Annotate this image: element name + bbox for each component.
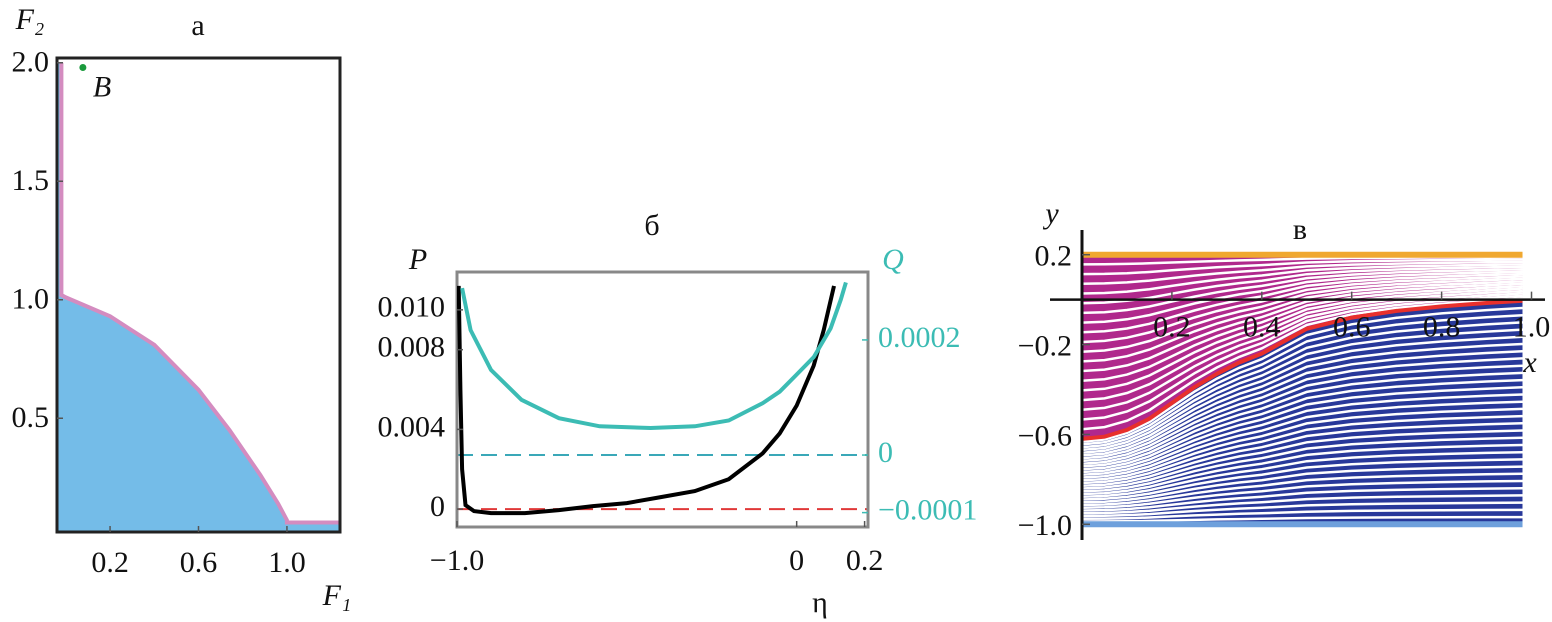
- chart-title: в: [1293, 213, 1307, 246]
- y-tick-label: 0.2: [1035, 240, 1073, 273]
- y2-tick-label: 0: [878, 436, 893, 469]
- series-line: [457, 285, 836, 516]
- streamline: [1081, 268, 1523, 315]
- y-tick-label: 0.004: [378, 410, 446, 443]
- streamline: [1081, 429, 1523, 490]
- streamline: [1081, 501, 1523, 518]
- x-tick-label: 0.8: [1423, 311, 1461, 344]
- streamline: [1081, 328, 1523, 452]
- x-tick-label: 0.2: [1153, 311, 1191, 344]
- x-tick-label: −1.0: [430, 544, 484, 577]
- streamline: [1081, 378, 1523, 471]
- streamline: [1081, 414, 1523, 485]
- streamline: [1081, 458, 1523, 501]
- streamline: [1081, 260, 1523, 286]
- y2-tick-label: −0.0001: [878, 494, 977, 527]
- x-tick-label: 0.6: [1333, 311, 1371, 344]
- streamline: [1081, 263, 1523, 295]
- streamline: [1081, 280, 1523, 363]
- streamline: [1081, 364, 1523, 465]
- streamline: [1081, 258, 1523, 276]
- streamline: [1081, 450, 1523, 498]
- y2-axis-label: Q: [882, 243, 904, 276]
- chart-title: б: [644, 209, 659, 242]
- streamline: [1081, 277, 1523, 353]
- y-axis-label: F₂: [15, 3, 45, 36]
- chart-title: а: [191, 9, 204, 42]
- x-tick-label: 0: [789, 544, 804, 577]
- y2-tick-label: 0.0002: [878, 321, 961, 354]
- streamline: [1081, 297, 1523, 431]
- streamline: [1081, 321, 1523, 449]
- y-tick-label: 0.010: [378, 291, 446, 324]
- streamline: [1081, 284, 1523, 382]
- y-tick-label: −0.6: [1018, 419, 1072, 452]
- streamline: [1081, 472, 1523, 507]
- x-axis-label: η: [812, 586, 828, 619]
- frame: [455, 270, 870, 529]
- streamline: [1081, 275, 1523, 344]
- y-tick-label: 2.0: [12, 46, 50, 79]
- point: [79, 63, 87, 71]
- region-fill: [57, 62, 340, 532]
- x-axis-label: x: [1522, 346, 1537, 379]
- streamline: [1081, 371, 1523, 468]
- x-tick-label: 0.2: [91, 546, 129, 579]
- streamline: [1081, 407, 1523, 482]
- y-tick-label: 0: [430, 490, 445, 523]
- y-tick-label: 0.008: [378, 331, 446, 364]
- series-line: [460, 281, 848, 431]
- streamline: [1081, 508, 1523, 521]
- x-tick-label: 1.0: [268, 546, 306, 579]
- y-axis-label: P: [408, 243, 427, 276]
- y-axis-label: y: [1042, 197, 1059, 230]
- streamline: [1081, 443, 1523, 496]
- streamline: [1081, 313, 1523, 446]
- streamline: [1081, 294, 1523, 421]
- x-tick-label: 1.0: [1513, 311, 1551, 344]
- streamline: [1081, 342, 1523, 457]
- y-tick-label: 1.5: [12, 164, 50, 197]
- streamline: [1081, 349, 1523, 460]
- streamline: [1081, 494, 1523, 515]
- streamline: [1081, 436, 1523, 493]
- streamline: [1081, 422, 1523, 487]
- streamline: [1081, 335, 1523, 454]
- y-tick-label: −0.2: [1018, 329, 1072, 362]
- streamline: [1081, 393, 1523, 476]
- streamline: [1081, 400, 1523, 479]
- streamline: [1081, 306, 1523, 443]
- streamline: [1081, 486, 1523, 512]
- y-tick-label: 0.5: [12, 401, 50, 434]
- streamline: [1081, 515, 1523, 523]
- region-boundary: [59, 62, 340, 525]
- streamline: [1081, 282, 1523, 373]
- streamline: [1081, 287, 1523, 392]
- x-tick-label: 0.4: [1243, 311, 1281, 344]
- streamline: [1081, 289, 1523, 402]
- point-label: B: [93, 70, 111, 103]
- streamline: [1081, 479, 1523, 510]
- y-tick-label: 1.0: [12, 283, 50, 316]
- x-tick-label: 0.2: [846, 544, 884, 577]
- y-tick-label: −1.0: [1018, 509, 1072, 542]
- x-axis-label: F₁: [322, 579, 352, 612]
- interface-line: [1081, 298, 1523, 441]
- streamline: [1081, 270, 1523, 324]
- streamline: [1081, 386, 1523, 474]
- streamline: [1081, 357, 1523, 463]
- streamline: [1081, 465, 1523, 504]
- x-tick-label: 0.6: [180, 546, 218, 579]
